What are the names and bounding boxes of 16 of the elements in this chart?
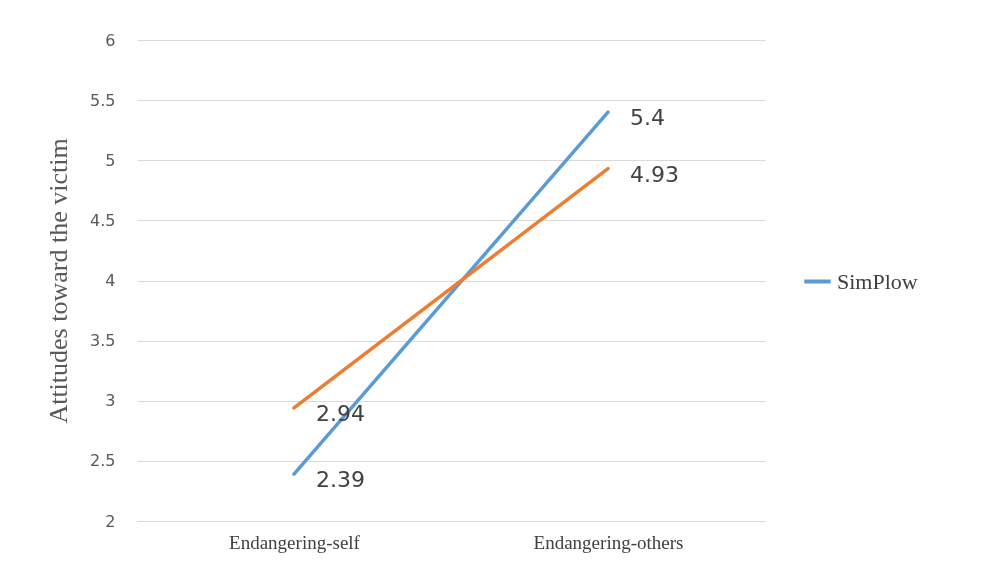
data-label: 2.39: [316, 467, 365, 493]
y-tick-label: 2.5: [90, 451, 116, 471]
x-tick-label: Endangering-self: [229, 531, 361, 553]
legend-label: SimPlow: [837, 268, 918, 294]
y-tick-label: 2: [105, 511, 116, 531]
y-tick-label: 4: [105, 271, 116, 290]
x-tick-label: Endangering-others: [533, 531, 684, 553]
data-label: 5.4: [630, 105, 665, 131]
y-tick-label: 4.5: [90, 210, 116, 230]
data-label: 4.93: [630, 161, 679, 187]
y-tick-label: 3.5: [90, 331, 116, 351]
y-tick-label: 3: [105, 391, 116, 411]
y-axis-title: Attitudes toward the victim: [44, 138, 74, 424]
y-tick-label: 6: [105, 30, 116, 50]
y-tick-label: 5.5: [90, 90, 116, 110]
y-tick-label: 5: [105, 150, 116, 170]
